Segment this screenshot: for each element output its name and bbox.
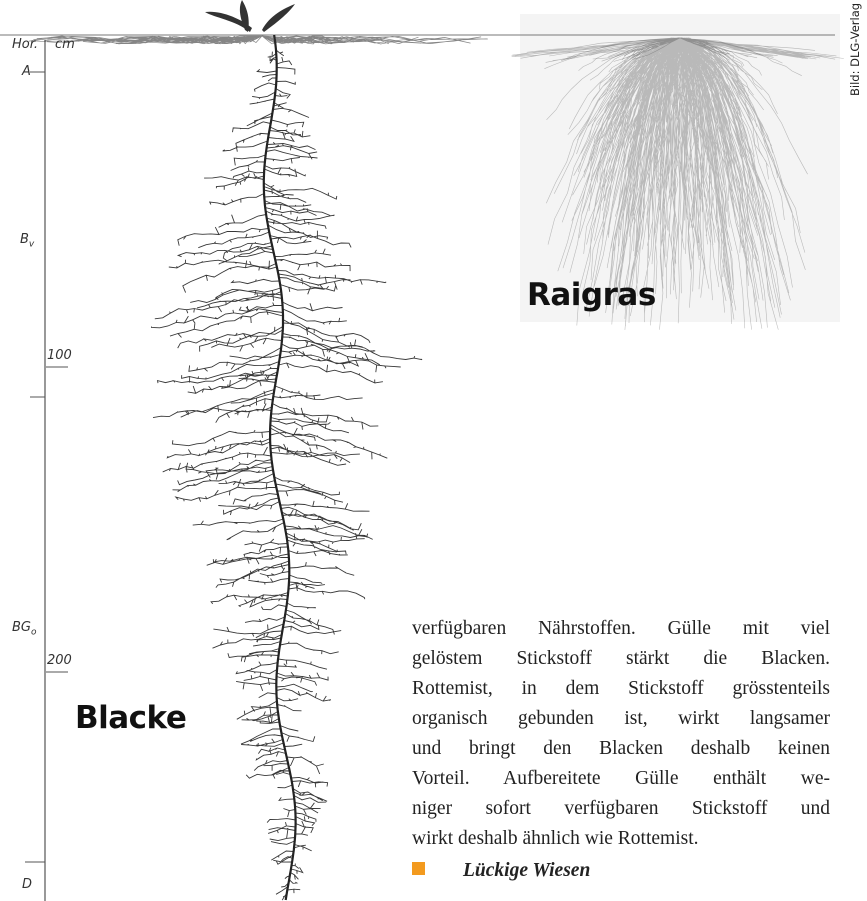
text-line: niger sofort verfügbaren Stickstoff und xyxy=(412,794,830,824)
text-line: Vorteil. Aufbereitete Gülle enthält we- xyxy=(412,764,830,794)
unit-header: cm xyxy=(55,37,75,52)
horizon-sub: o xyxy=(31,628,37,638)
text-line: Rottemist, in dem Stickstoff grösstentei… xyxy=(412,674,830,704)
horizon-sub: v xyxy=(29,240,34,250)
text-line: gelöstem Stickstoff stärkt die Blacken. xyxy=(412,644,830,674)
section-heading: Lückige Wiesen xyxy=(412,860,590,882)
horizon-header: Hor. xyxy=(12,37,38,52)
heading-text: Lückige Wiesen xyxy=(463,860,590,881)
text-line: wirkt deshalb ähnlich wie Rottemist. xyxy=(412,824,830,854)
text-line: und bringt den Blacken deshalb keinen xyxy=(412,734,830,764)
blacke-surface-roots xyxy=(29,36,488,44)
text-line: organisch gebunden ist, wirkt langsamer xyxy=(412,704,830,734)
horizon-label: A xyxy=(22,64,31,79)
bullet-square xyxy=(412,862,425,875)
horizon-label: BGo xyxy=(12,620,37,638)
depth-mark: 100 xyxy=(47,348,72,363)
horizon-label: D xyxy=(22,877,32,892)
blacke-branches xyxy=(152,50,423,900)
horizon-label: B xyxy=(20,232,29,247)
inset-label: Raigras xyxy=(527,277,656,313)
horizon-label: BG xyxy=(12,620,31,635)
text-line: verfügbaren Nährstoffen. Gülle mit viel xyxy=(412,614,830,644)
photo-credit: Bild: DLG-Verlag xyxy=(848,3,862,96)
horizon-label: Bv xyxy=(20,232,34,250)
page: Hor. cm A Bv 100 BGo 200 D Blacke Raigra… xyxy=(0,0,867,901)
plant-label: Blacke xyxy=(75,700,186,736)
plant-leaves xyxy=(205,0,295,32)
depth-mark: 200 xyxy=(47,653,72,668)
